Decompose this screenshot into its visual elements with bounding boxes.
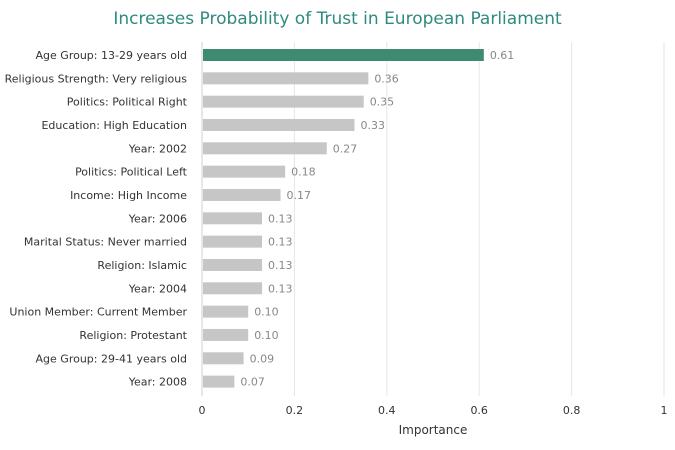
x-tick-label: 0.2: [286, 404, 304, 417]
bar: [203, 49, 484, 61]
x-tick-label: 0.4: [378, 404, 396, 417]
category-label: Religion: Islamic: [97, 259, 187, 272]
bar: [203, 212, 263, 225]
value-label: 0.17: [287, 189, 312, 202]
category-label: Politics: Political Right: [67, 96, 188, 109]
category-label: Politics: Political Left: [75, 166, 188, 179]
x-axis-title: Importance: [399, 423, 468, 437]
value-label: 0.27: [333, 142, 358, 155]
bar: [203, 188, 281, 201]
value-label: 0.33: [360, 119, 385, 132]
category-label: Age Group: 29-41 years old: [36, 352, 187, 365]
value-label: 0.18: [291, 166, 316, 179]
category-label: Year: 2008: [128, 376, 187, 389]
category-label: Year: 2006: [128, 212, 187, 225]
bar: [203, 235, 263, 248]
value-label: 0.10: [254, 306, 279, 319]
category-label: Religious Strength: Very religious: [5, 72, 188, 85]
x-tick-label: 0.6: [470, 404, 488, 417]
bar: [203, 165, 286, 178]
value-label: 0.35: [370, 96, 395, 109]
label-layer: 0 0.2 0.4 0.6 0.8 1 Age Group: 13-29 years old…: [5, 49, 668, 417]
bar: [203, 72, 369, 85]
value-label: 0.36: [374, 72, 399, 85]
value-label: 0.09: [250, 352, 275, 365]
category-label: Year: 2004: [128, 282, 187, 295]
x-tick-label: 0: [199, 404, 206, 417]
bar-layer: [203, 49, 484, 388]
bar: [203, 305, 249, 318]
bar: [203, 95, 364, 108]
category-label: Income: High Income: [70, 189, 187, 202]
bar: [203, 118, 355, 131]
x-tick-label: 0.8: [563, 404, 581, 417]
bar: [203, 328, 249, 341]
category-label: Marital Status: Never married: [24, 236, 187, 249]
category-label: Union Member: Current Member: [9, 306, 187, 319]
value-label: 0.13: [268, 282, 293, 295]
bar: [203, 258, 263, 271]
bar: [203, 352, 244, 365]
value-label: 0.61: [490, 49, 515, 62]
value-label: 0.13: [268, 259, 293, 272]
value-label: 0.13: [268, 236, 293, 249]
bar: [203, 282, 263, 295]
category-label: Education: High Education: [41, 119, 187, 132]
category-label: Age Group: 13-29 years old: [36, 49, 187, 62]
bar: [203, 142, 327, 155]
grid-layer: [201, 42, 665, 396]
bar: [203, 375, 235, 388]
value-label: 0.13: [268, 212, 293, 225]
category-label: Year: 2002: [128, 142, 187, 155]
value-label: 0.10: [254, 329, 279, 342]
chart-title: Increases Probability of Trust in Europe…: [113, 9, 562, 29]
x-tick-label: 1: [661, 404, 668, 417]
category-label: Religion: Protestant: [79, 329, 187, 342]
value-label: 0.07: [240, 376, 265, 389]
